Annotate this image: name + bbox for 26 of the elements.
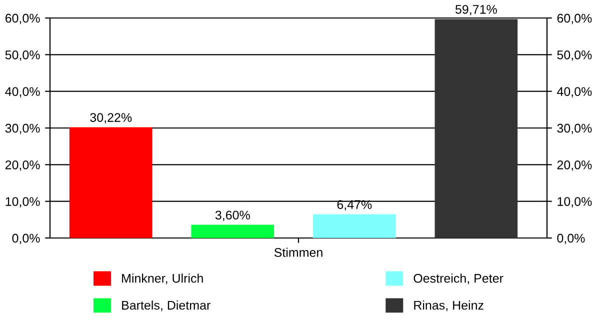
y-tick-label: 50,0% — [5, 50, 40, 61]
bar — [191, 224, 274, 238]
y-tick-label: 30,0% — [5, 124, 40, 134]
text: 50,0% — [557, 50, 592, 61]
y-tick-label: 0,0% — [12, 234, 40, 244]
text: 10,0% — [558, 197, 592, 208]
data-label: 59,71% — [455, 4, 497, 16]
y-tick-label: 10,0% — [6, 197, 40, 208]
text: 20,0% — [557, 160, 592, 171]
y-tick-label: 60,0% — [5, 14, 40, 24]
legend-label: Rinas, Heinz — [414, 300, 484, 312]
y-tick-label: 40,0% — [5, 87, 40, 98]
text: 0,0% — [557, 234, 585, 244]
legend-label: Minkner, Ulrich — [122, 274, 203, 284]
legend-label: Oestreich, Peter — [414, 274, 504, 284]
x-tick-label: Stimmen — [274, 248, 322, 257]
text: 30,0% — [557, 124, 592, 134]
text: 60,0% — [557, 14, 592, 24]
data-label: 30,22% — [90, 113, 132, 124]
text: 40,0% — [557, 87, 592, 98]
bar — [434, 19, 518, 238]
legend-label: Bartels, Dietmar — [122, 300, 210, 312]
bar — [69, 127, 152, 238]
bar — [313, 214, 396, 238]
y-tick-label: 20,0% — [5, 160, 40, 171]
data-label: 3,60% — [215, 210, 250, 222]
